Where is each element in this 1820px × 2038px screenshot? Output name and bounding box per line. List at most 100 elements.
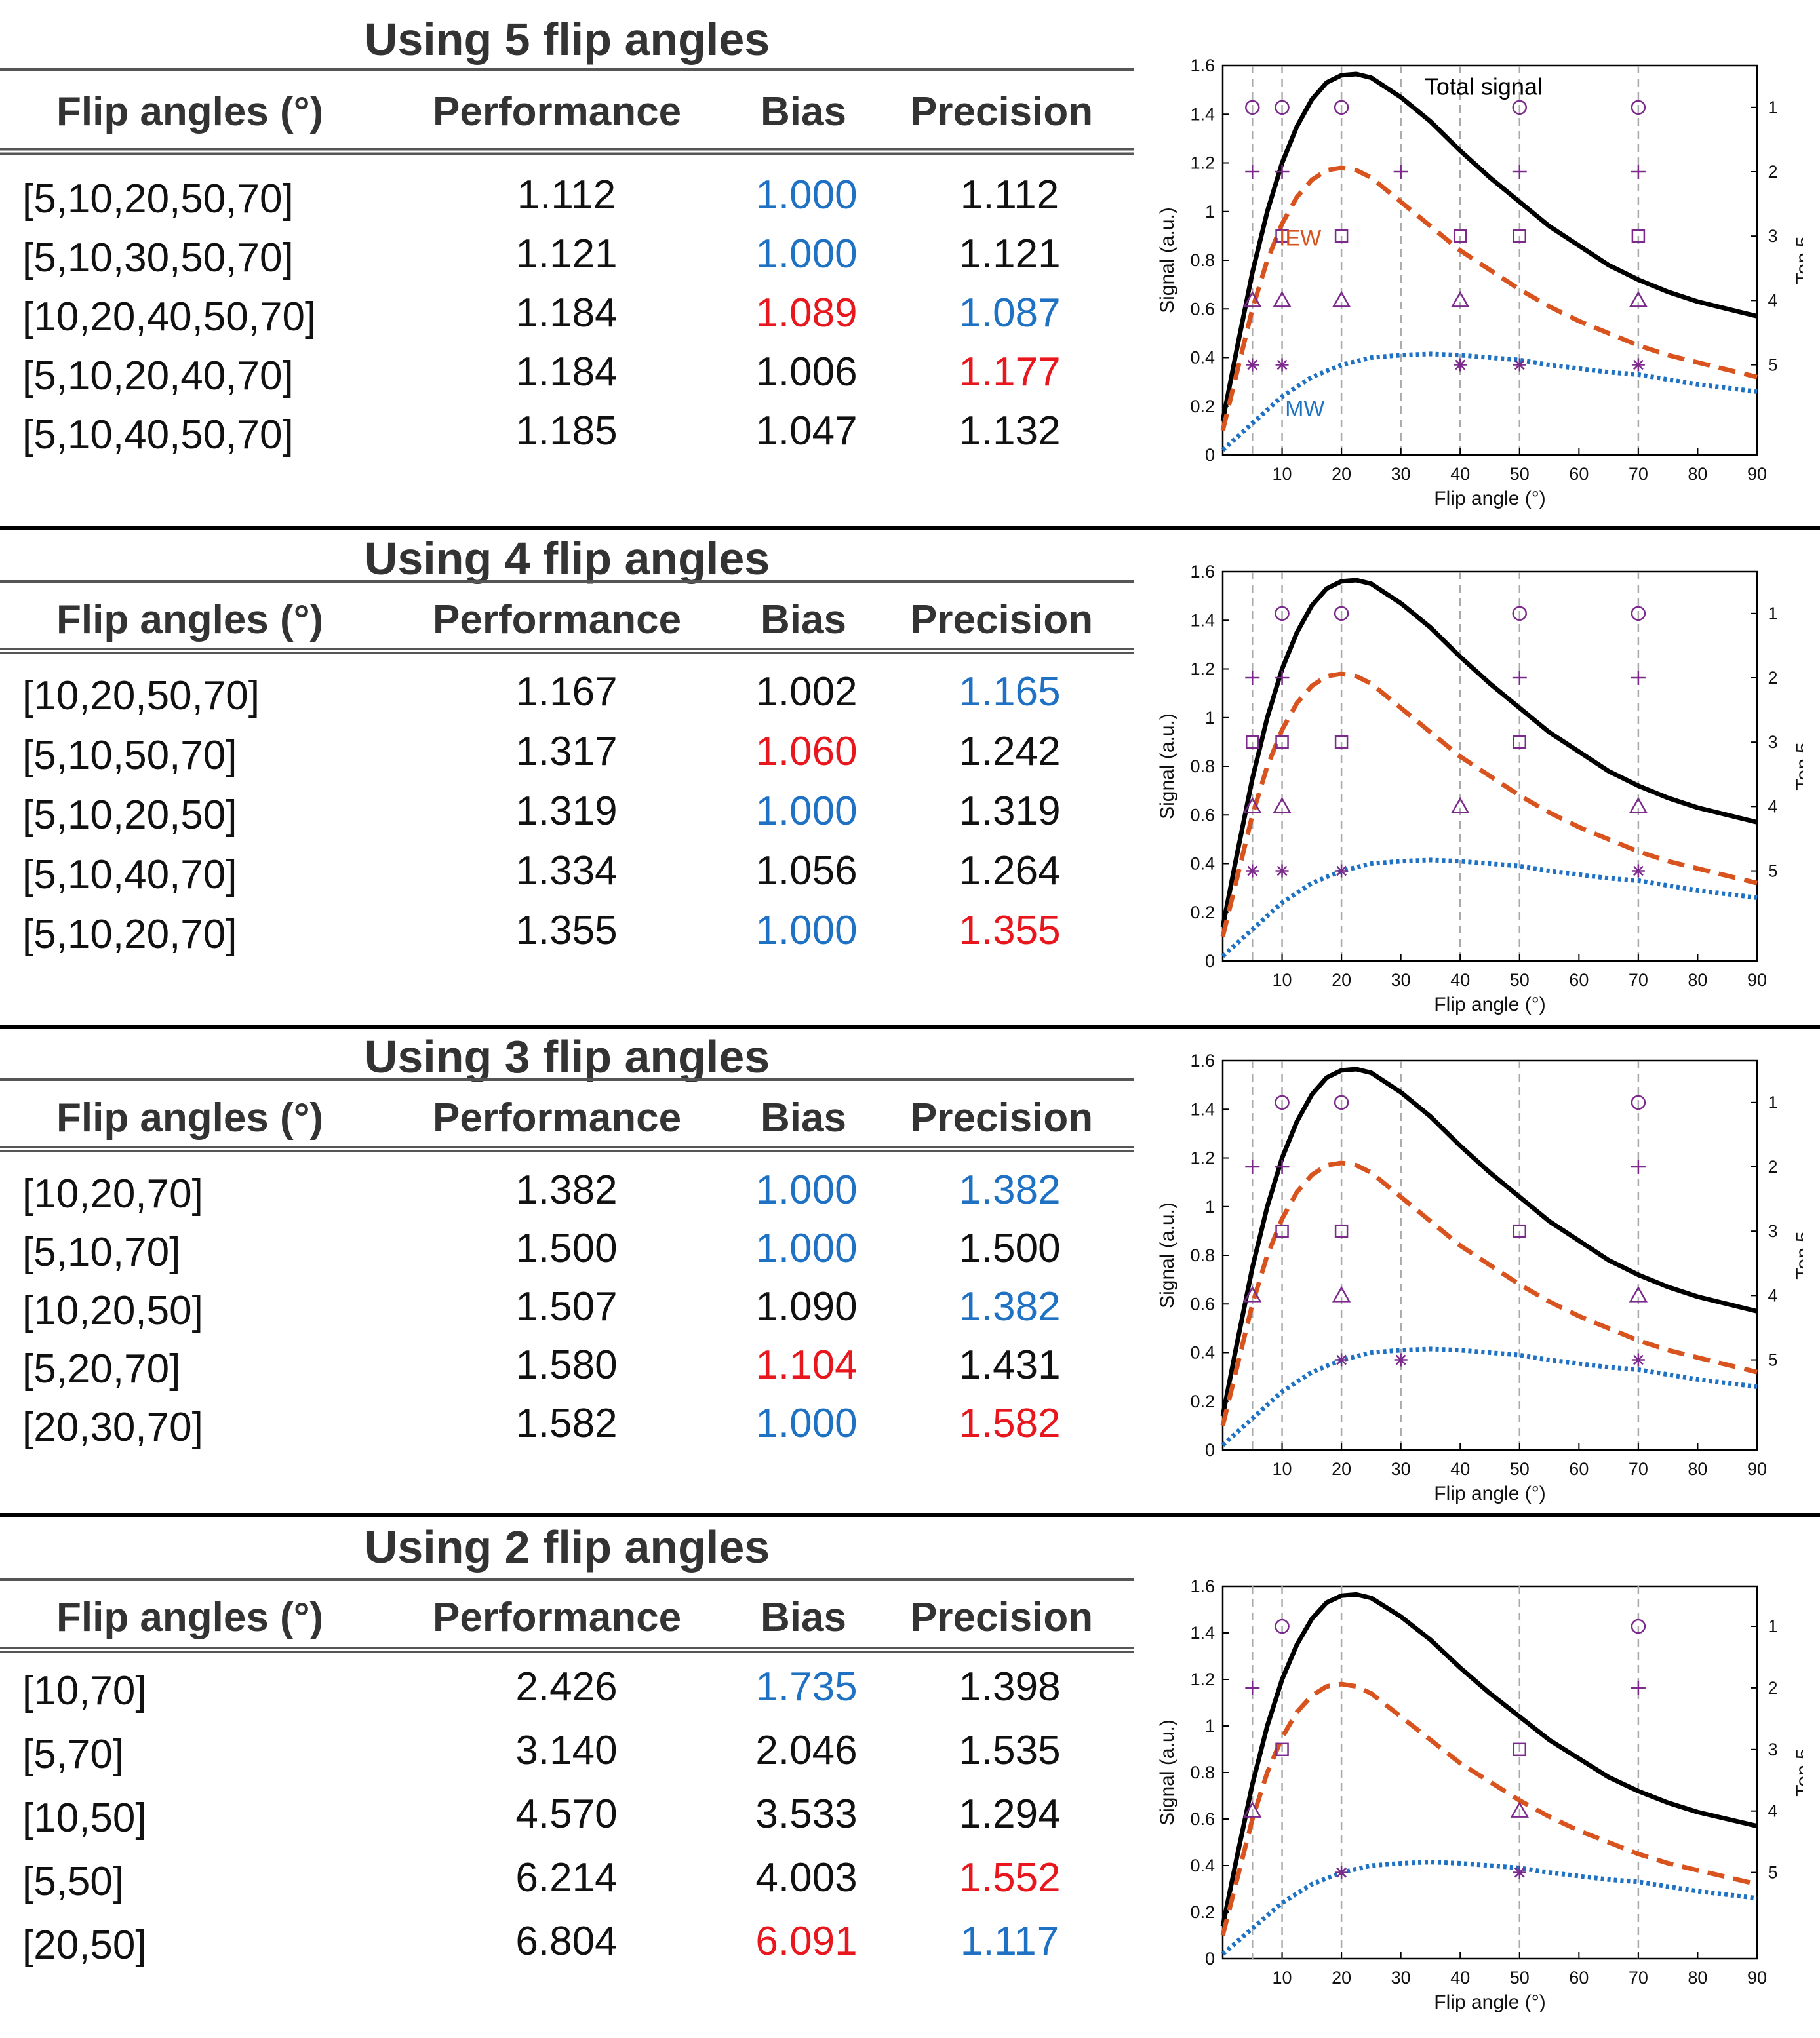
section-divider [0,1513,1820,1517]
x-tick-label: 60 [1569,1968,1589,1988]
y2-tick-label: 2 [1768,1157,1777,1177]
marker-square [1334,229,1349,243]
marker-triangle [1243,796,1262,813]
y-tick-label: 1.4 [1190,104,1215,124]
marker-plus [1393,165,1408,179]
x-tick-label: 10 [1273,1459,1292,1479]
curve-mw [1221,1860,1758,1956]
marker-plus [1631,1680,1646,1695]
marker-circle [1275,606,1290,621]
y-tick-label: 1.2 [1190,153,1215,173]
cell-bias: 1.089 [755,290,858,336]
x-tick-label: 90 [1747,1968,1767,1988]
marker-triangle [1451,796,1470,813]
curve-mw [1221,351,1758,452]
y-tick-label: 1.4 [1190,1623,1215,1643]
y-tick-label: 1.6 [1190,1051,1215,1070]
chart-2-angles: 0 0.2 0.4 0.6 0.8 1 1.2 1.4 1.6 10 20 30 40 50 60 70 80 9… [1157,1577,1814,2013]
y-tick-label: 0.2 [1190,1902,1215,1922]
marker-square [1334,735,1349,749]
marker-circle [1334,100,1349,115]
header-double-rule [0,648,1134,654]
y-tick-label: 0.4 [1190,348,1215,368]
marker-square [1453,229,1467,243]
cell-precision: 1.398 [959,1664,1061,1710]
cell-bias: 1.000 [755,1226,858,1271]
marker-plus [1275,165,1290,179]
x-tick-label: 60 [1569,464,1589,484]
marker-plus [1512,671,1527,685]
marker-circle [1334,606,1349,621]
x-tick-label: 30 [1391,1968,1411,1988]
header-precision: Precision [910,597,1094,642]
marker-square [1513,229,1527,243]
marker-plus [1631,671,1646,685]
marker-square [1513,1224,1527,1238]
marker-circle [1631,1095,1646,1110]
y-tick-label: 1.4 [1190,1099,1215,1119]
cell-bias: 1.000 [755,1401,858,1446]
marker-asterisk [1454,358,1467,372]
marker-asterisk [1246,358,1259,372]
section-divider [0,1025,1820,1029]
marker-asterisk [1246,864,1259,878]
x-tick-label: 10 [1273,1968,1292,1988]
cell-flip-angles: [5,50] [22,1859,125,1904]
y-tick-label: 1 [1205,1197,1215,1217]
section-title: Using 3 flip angles [364,1031,770,1082]
curve-iew [1220,1160,1758,1426]
marker-asterisk [1275,358,1289,372]
x-tick-label: 90 [1747,1459,1767,1479]
y-tick-label: 0 [1205,951,1215,971]
curve-total-signal [1220,1067,1758,1417]
plot-frame [1221,570,1758,962]
y-tick-label: 0.8 [1190,1245,1215,1265]
y-tick-label: 0 [1205,445,1215,465]
marker-triangle [1273,290,1292,307]
cell-performance: 1.580 [515,1342,618,1388]
marker-asterisk [1513,1866,1526,1879]
x-tick-label: 50 [1510,970,1530,990]
marker-square [1513,735,1527,749]
marker-triangle [1451,290,1470,307]
x-tick-label: 30 [1391,1459,1411,1479]
marker-triangle [1273,796,1292,813]
y2-tick-label: 5 [1768,355,1777,375]
cell-bias: 1.006 [755,349,858,395]
marker-plus [1245,1680,1260,1695]
y2-tick-label: 2 [1768,162,1777,182]
x-tick-label: 40 [1450,464,1470,484]
y2-tick-label: 5 [1768,1863,1777,1883]
header-bias: Bias [761,597,846,642]
section-title: Using 5 flip angles [364,14,770,65]
cell-precision: 1.355 [959,908,1061,953]
cell-flip-angles: [5,10,40,70] [22,852,237,897]
cell-precision: 1.121 [959,231,1061,277]
y2-tick-label: 4 [1768,290,1777,310]
iew-label: IEW [1279,226,1321,251]
header-precision: Precision [910,89,1094,134]
marker-circle [1512,100,1528,115]
x-axis-label: Flip angle (°) [1434,488,1545,509]
y2-tick-label: 3 [1768,732,1777,752]
header-flip: Flip angles (°) [56,1595,324,1640]
cell-bias: 2.046 [755,1728,858,1773]
y-tick-label: 0.2 [1190,903,1215,922]
curve-iew [1220,1681,1758,1936]
y2-tick-label: 3 [1768,1740,1777,1759]
cell-flip-angles: [10,50] [22,1795,147,1841]
header-performance: Performance [433,1595,682,1640]
marker-circle [1631,100,1646,115]
cell-performance: 1.184 [515,290,618,336]
marker-triangle [1629,796,1648,813]
y-tick-label: 0 [1205,1440,1215,1460]
y2-tick-label: 3 [1768,226,1777,246]
marker-plus [1245,1160,1260,1174]
marker-square [1275,1742,1289,1757]
y2-tick-label: 1 [1768,1093,1777,1112]
x-tick-label: 20 [1332,970,1351,990]
y-tick-label: 1.2 [1190,659,1215,679]
marker-asterisk [1335,1353,1349,1367]
curve-total-signal [1220,578,1758,928]
cell-performance: 1.319 [515,789,618,834]
